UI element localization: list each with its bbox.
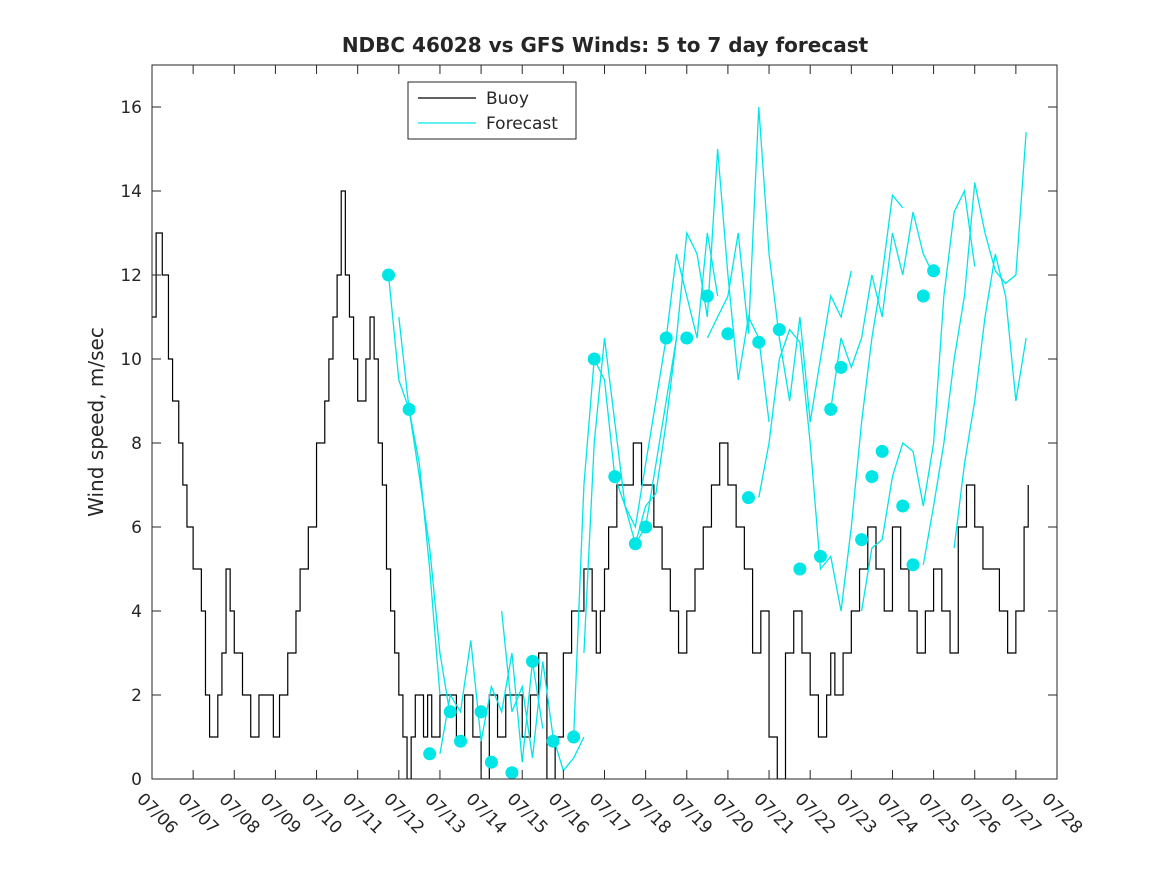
chart-title: NDBC 46028 vs GFS Winds: 5 to 7 day fore… xyxy=(342,33,869,57)
forecast-marker xyxy=(423,747,437,761)
forecast-marker xyxy=(700,289,714,303)
forecast-marker xyxy=(628,537,642,551)
y-tick-label: 0 xyxy=(131,770,142,790)
forecast-marker xyxy=(855,533,869,547)
legend-box xyxy=(407,81,577,140)
forecast-marker xyxy=(402,402,416,416)
forecast-marker xyxy=(927,264,941,278)
forecast-marker xyxy=(567,730,581,744)
y-tick-label: 2 xyxy=(131,686,142,706)
series-forecast-line-2 xyxy=(439,640,544,763)
legend-label-forecast: Forecast xyxy=(486,114,558,134)
forecast-marker xyxy=(834,360,848,374)
forecast-marker xyxy=(639,520,653,534)
forecast-marker xyxy=(382,268,396,282)
y-tick-label: 6 xyxy=(131,518,142,538)
series-forecast-line-6 xyxy=(634,148,770,544)
forecast-marker xyxy=(741,491,755,505)
forecast-marker xyxy=(587,352,601,366)
series-forecast-line-11 xyxy=(922,132,1027,565)
legend-label-buoy: Buoy xyxy=(486,89,529,109)
series-forecast-line-3 xyxy=(501,610,585,772)
forecast-marker xyxy=(443,705,457,719)
y-tick-label: 14 xyxy=(120,182,142,202)
forecast-marker xyxy=(824,402,838,416)
y-tick-label: 10 xyxy=(120,350,142,370)
forecast-marker xyxy=(752,335,766,349)
series-forecast-line-1 xyxy=(398,316,451,717)
forecast-marker xyxy=(526,654,540,668)
forecast-marker xyxy=(474,705,488,719)
plot-background xyxy=(152,65,1057,779)
forecast-marker xyxy=(484,755,498,769)
forecast-marker xyxy=(772,323,786,337)
series-forecast-line-8 xyxy=(758,193,904,612)
series-forecast-line-0 xyxy=(387,274,441,696)
forecast-marker xyxy=(896,499,910,513)
forecast-marker xyxy=(906,558,920,572)
y-tick-label: 4 xyxy=(131,602,142,622)
forecast-marker xyxy=(916,289,930,303)
series-forecast-line-10 xyxy=(860,188,976,612)
forecast-marker xyxy=(875,444,889,458)
forecast-marker xyxy=(659,331,673,345)
forecast-marker xyxy=(680,331,694,345)
y-tick-label: 8 xyxy=(131,434,142,454)
forecast-marker xyxy=(546,734,560,748)
plot-area: 024681012141607/0607/0707/0807/0907/1007… xyxy=(120,64,1086,838)
forecast-marker xyxy=(505,766,519,780)
series-forecast-line-12 xyxy=(953,253,1027,549)
series-forecast-line-9 xyxy=(830,211,935,410)
forecast-marker xyxy=(608,470,622,484)
series-buoy-line xyxy=(152,190,1029,779)
forecast-marker xyxy=(865,470,879,484)
forecast-marker xyxy=(721,327,735,341)
y-tick-label: 12 xyxy=(120,266,142,286)
forecast-marker xyxy=(813,549,827,563)
y-tick-label: 16 xyxy=(120,98,142,118)
forecast-marker xyxy=(454,734,468,748)
forecast-marker xyxy=(793,562,807,576)
series-forecast-line-5 xyxy=(583,232,719,654)
y-axis-label: Wind speed, m/sec xyxy=(84,327,108,517)
series-forecast-line-7 xyxy=(706,106,852,423)
